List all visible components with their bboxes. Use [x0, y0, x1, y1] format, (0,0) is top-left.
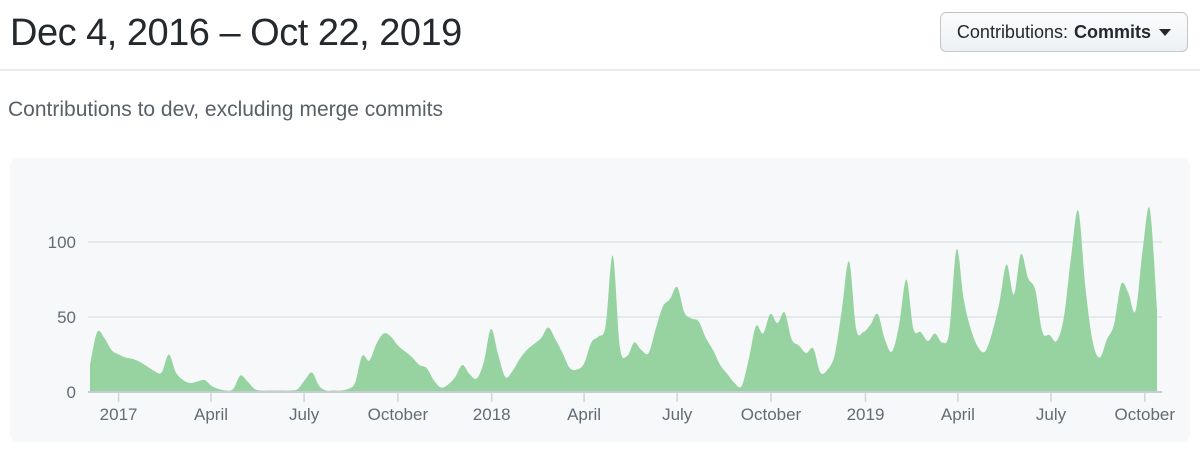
x-axis-label: April [194, 405, 228, 424]
x-axis-label: 2017 [100, 405, 138, 424]
filter-button-value: Commits [1073, 21, 1151, 42]
x-axis-label: July [662, 405, 693, 424]
x-axis-label: October [368, 405, 429, 424]
x-axis-label: July [289, 405, 320, 424]
contributions-graph-card: 0 50 100 2017 April July October 2018 April July O… [10, 158, 1190, 442]
x-axis-label: April [941, 405, 975, 424]
y-axis-label: 0 [67, 383, 76, 402]
date-range-title: Dec 4, 2016 – Oct 22, 2019 [10, 12, 462, 54]
filter-button-prefix: Contributions: [956, 21, 1068, 42]
header-divider [0, 69, 1200, 71]
chart-description: Contributions to dev, excluding merge co… [8, 98, 443, 121]
area-path [90, 207, 1157, 392]
x-axis-label: April [567, 405, 601, 424]
x-axis-label: 2019 [847, 405, 885, 424]
x-axis-label: October [1115, 405, 1176, 424]
header: Dec 4, 2016 – Oct 22, 2019 Contributions… [0, 0, 1200, 58]
contributions-area-chart: 0 50 100 2017 April July October 2018 April July O… [48, 207, 1176, 424]
caret-down-icon [1159, 28, 1171, 36]
x-axis-label: October [741, 405, 802, 424]
contributions-filter-button[interactable]: Contributions: Commits [939, 12, 1188, 52]
y-axis-label: 100 [48, 233, 76, 252]
x-axis-label: July [1036, 405, 1067, 424]
y-axis-label: 50 [57, 308, 76, 327]
x-axis-label: 2018 [473, 405, 511, 424]
